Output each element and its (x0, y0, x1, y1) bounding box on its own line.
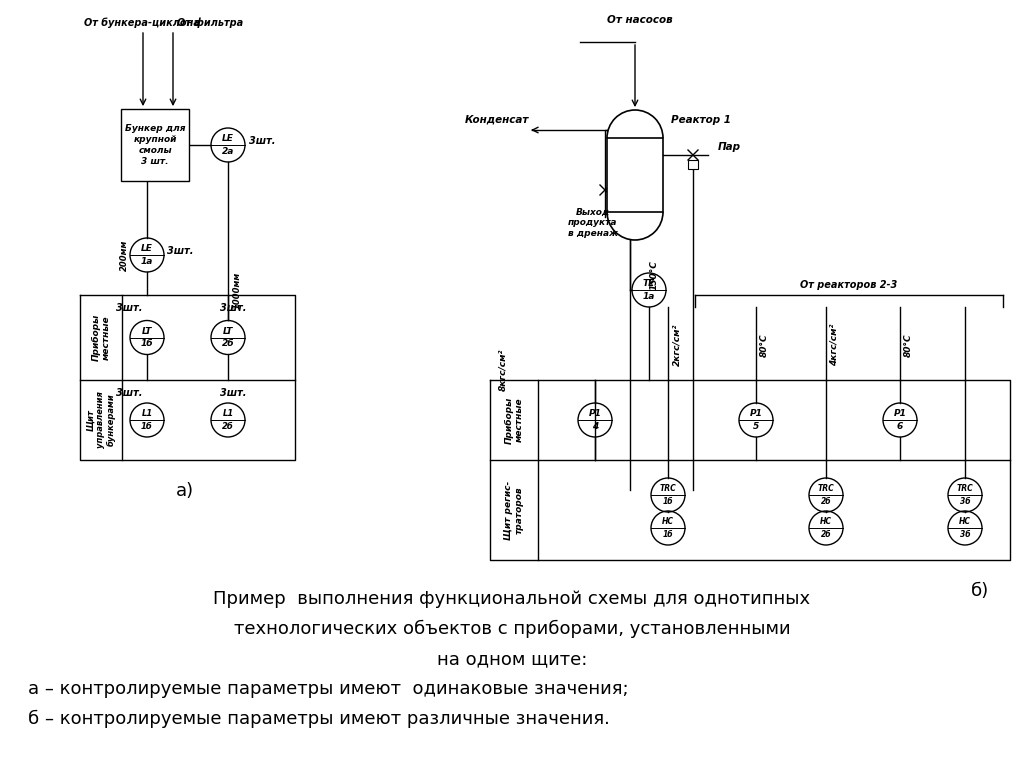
Text: 2б: 2б (820, 497, 831, 506)
Text: 6: 6 (897, 422, 903, 431)
Text: 1б: 1б (141, 422, 153, 431)
Text: б – контролируемые параметры имеют различные значения.: б – контролируемые параметры имеют разли… (28, 710, 610, 728)
Text: 2а: 2а (222, 147, 234, 156)
Text: 3б: 3б (959, 530, 971, 539)
Bar (688, 160, 698, 169)
Text: L1: L1 (141, 409, 153, 418)
Text: 2кгс/см²: 2кгс/см² (672, 324, 681, 367)
Text: технологических объектов с приборами, установленными: технологических объектов с приборами, ус… (233, 620, 791, 638)
Text: 8кгс/см²: 8кгс/см² (499, 349, 508, 391)
Text: Реактор 1: Реактор 1 (671, 115, 731, 125)
Text: P1: P1 (750, 409, 763, 418)
Text: 4: 4 (592, 422, 598, 431)
Bar (121, 109, 189, 181)
Text: LT: LT (223, 327, 233, 335)
Text: L1: L1 (222, 409, 233, 418)
Text: 1б: 1б (663, 530, 674, 539)
Text: Конденсат: Конденсат (465, 115, 529, 125)
Text: 200мм: 200мм (120, 240, 128, 272)
Text: 3шт.: 3шт. (116, 303, 142, 313)
Text: 5: 5 (753, 422, 759, 431)
Text: 3шт.: 3шт. (220, 388, 246, 398)
Text: а – контролируемые параметры имеют  одинаковые значения;: а – контролируемые параметры имеют одина… (28, 680, 629, 698)
Text: 1000мм: 1000мм (233, 272, 242, 308)
Text: 1а: 1а (643, 292, 655, 301)
Text: LT: LT (141, 327, 153, 335)
Text: Щит
управления
бункерами: Щит управления бункерами (86, 392, 116, 449)
Text: LE: LE (222, 134, 233, 143)
Text: P1: P1 (894, 409, 906, 418)
Text: HC: HC (820, 517, 831, 526)
Text: 1б: 1б (663, 497, 674, 506)
Text: 1а: 1а (141, 257, 154, 266)
Text: TE: TE (643, 279, 655, 288)
Text: 1б: 1б (140, 340, 154, 348)
Text: Приборы
местные: Приборы местные (91, 314, 111, 361)
Text: 3шт.: 3шт. (116, 388, 142, 398)
Text: Пример  выполнения функциональной схемы для однотипных: Пример выполнения функциональной схемы д… (213, 590, 811, 608)
Text: б): б) (971, 582, 989, 600)
Text: 2б: 2б (820, 530, 831, 539)
Text: на одном щите:: на одном щите: (437, 650, 587, 668)
Text: 2б: 2б (222, 422, 233, 431)
Text: 3шт.: 3шт. (167, 246, 194, 256)
Text: От насосов: От насосов (607, 15, 673, 25)
Text: От фильтра: От фильтра (177, 18, 243, 28)
Text: От реакторов 2-3: От реакторов 2-3 (801, 280, 898, 290)
Text: HC: HC (662, 517, 674, 526)
Text: 4кгс/см²: 4кгс/см² (830, 324, 839, 367)
Text: 80°С: 80°С (904, 333, 913, 357)
Text: TRC: TRC (659, 484, 677, 493)
Text: а): а) (176, 482, 195, 500)
Text: Щит регис-
траторов: Щит регис- траторов (504, 480, 523, 540)
Text: 3б: 3б (959, 497, 971, 506)
Text: HC: HC (959, 517, 971, 526)
Text: Приборы
местные: Приборы местные (504, 397, 523, 443)
Text: Пар: Пар (718, 142, 741, 152)
Text: LE: LE (141, 244, 153, 253)
Text: TRC: TRC (817, 484, 835, 493)
Text: 80°С: 80°С (760, 333, 769, 357)
Text: TRC: TRC (956, 484, 974, 493)
Text: P1: P1 (589, 409, 601, 418)
Text: 3шт.: 3шт. (249, 136, 275, 146)
Text: 150°С: 150°С (650, 260, 659, 290)
Bar (607, 138, 663, 212)
Text: От бункера-циклона: От бункера-циклона (84, 18, 200, 28)
Text: Бункер для
крупной
смолы
3 шт.: Бункер для крупной смолы 3 шт. (125, 123, 185, 166)
Text: Выход
продукта
в дренаж: Выход продукта в дренаж (568, 208, 618, 238)
Text: 3шт.: 3шт. (220, 303, 246, 313)
Text: 2б: 2б (222, 340, 234, 348)
